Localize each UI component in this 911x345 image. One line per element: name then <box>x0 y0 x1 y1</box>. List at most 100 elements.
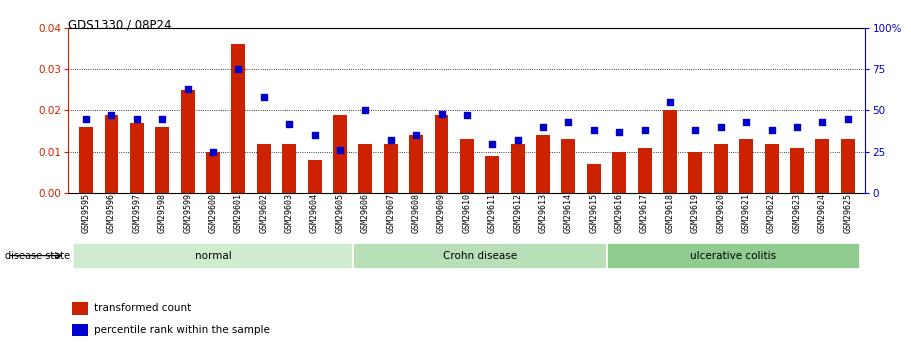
Text: GSM29610: GSM29610 <box>463 193 471 233</box>
Bar <box>587 164 600 193</box>
Bar <box>155 127 169 193</box>
Point <box>510 137 525 143</box>
Point <box>79 116 94 121</box>
Bar <box>790 148 804 193</box>
Bar <box>282 144 296 193</box>
Text: GSM29615: GSM29615 <box>589 193 599 233</box>
Bar <box>713 144 728 193</box>
Text: GSM29596: GSM29596 <box>107 193 116 233</box>
Point <box>307 132 322 138</box>
Bar <box>815 139 829 193</box>
Point <box>180 86 195 92</box>
Text: GSM29602: GSM29602 <box>260 193 269 233</box>
Bar <box>257 144 271 193</box>
Text: GSM29625: GSM29625 <box>844 193 852 233</box>
Text: GSM29605: GSM29605 <box>335 193 344 233</box>
Text: GSM29595: GSM29595 <box>82 193 90 233</box>
Text: GSM29617: GSM29617 <box>640 193 650 233</box>
Point <box>815 119 830 125</box>
Bar <box>72 302 88 315</box>
Point <box>358 108 373 113</box>
FancyBboxPatch shape <box>607 243 860 269</box>
Text: GSM29608: GSM29608 <box>412 193 421 233</box>
Text: GSM29606: GSM29606 <box>361 193 370 233</box>
Bar <box>180 90 195 193</box>
Text: GSM29611: GSM29611 <box>487 193 496 233</box>
Point <box>257 95 271 100</box>
Text: GSM29618: GSM29618 <box>665 193 674 233</box>
Bar <box>72 324 88 336</box>
Text: GSM29598: GSM29598 <box>158 193 167 233</box>
Text: GSM29609: GSM29609 <box>437 193 446 233</box>
Bar <box>333 115 347 193</box>
Bar <box>435 115 448 193</box>
Text: GDS1330 / 08P24: GDS1330 / 08P24 <box>68 19 172 32</box>
Point <box>561 119 576 125</box>
Text: GSM29607: GSM29607 <box>386 193 395 233</box>
Point <box>333 147 347 153</box>
Bar <box>308 160 322 193</box>
Bar <box>79 127 93 193</box>
Text: normal: normal <box>195 250 231 260</box>
Point <box>435 111 449 117</box>
Bar <box>511 144 525 193</box>
Bar <box>561 139 576 193</box>
Text: GSM29620: GSM29620 <box>716 193 725 233</box>
FancyBboxPatch shape <box>74 243 353 269</box>
Bar <box>384 144 398 193</box>
Bar <box>105 115 118 193</box>
Text: GSM29623: GSM29623 <box>793 193 802 233</box>
Point <box>536 124 550 130</box>
Text: GSM29624: GSM29624 <box>818 193 827 233</box>
Text: GSM29599: GSM29599 <box>183 193 192 233</box>
Bar <box>612 152 626 193</box>
Point <box>662 99 677 105</box>
Text: GSM29614: GSM29614 <box>564 193 573 233</box>
Text: GSM29616: GSM29616 <box>615 193 624 233</box>
Point <box>485 141 499 146</box>
FancyBboxPatch shape <box>353 243 607 269</box>
Bar <box>536 135 550 193</box>
Text: GSM29612: GSM29612 <box>513 193 522 233</box>
Text: GSM29604: GSM29604 <box>310 193 319 233</box>
Text: GSM29597: GSM29597 <box>132 193 141 233</box>
Point <box>104 112 118 118</box>
Bar <box>409 135 423 193</box>
Bar <box>638 148 651 193</box>
Text: GSM29619: GSM29619 <box>691 193 700 233</box>
Text: GSM29613: GSM29613 <box>538 193 548 233</box>
Bar <box>689 152 702 193</box>
Bar <box>130 123 144 193</box>
Point <box>231 66 246 72</box>
Text: transformed count: transformed count <box>94 303 191 313</box>
Point <box>129 116 144 121</box>
Text: Crohn disease: Crohn disease <box>443 250 517 260</box>
Point <box>713 124 728 130</box>
Point <box>790 124 804 130</box>
Point <box>155 116 169 121</box>
Bar <box>486 156 499 193</box>
Point <box>459 112 474 118</box>
Text: GSM29603: GSM29603 <box>284 193 293 233</box>
Bar <box>841 139 855 193</box>
Text: percentile rank within the sample: percentile rank within the sample <box>94 325 270 335</box>
Bar <box>358 144 373 193</box>
Text: GSM29622: GSM29622 <box>767 193 776 233</box>
Bar <box>764 144 779 193</box>
Point <box>739 119 753 125</box>
Bar <box>231 44 245 193</box>
Point <box>281 121 296 126</box>
Point <box>587 128 601 133</box>
Text: GSM29621: GSM29621 <box>742 193 751 233</box>
Point <box>638 128 652 133</box>
Point <box>206 149 220 155</box>
Bar <box>206 152 220 193</box>
Point <box>688 128 702 133</box>
Point <box>764 128 779 133</box>
Text: GSM29600: GSM29600 <box>209 193 218 233</box>
Point <box>612 129 627 135</box>
Point <box>840 116 855 121</box>
Bar <box>460 139 474 193</box>
Text: ulcerative colitis: ulcerative colitis <box>691 250 776 260</box>
Text: disease state: disease state <box>5 251 69 261</box>
